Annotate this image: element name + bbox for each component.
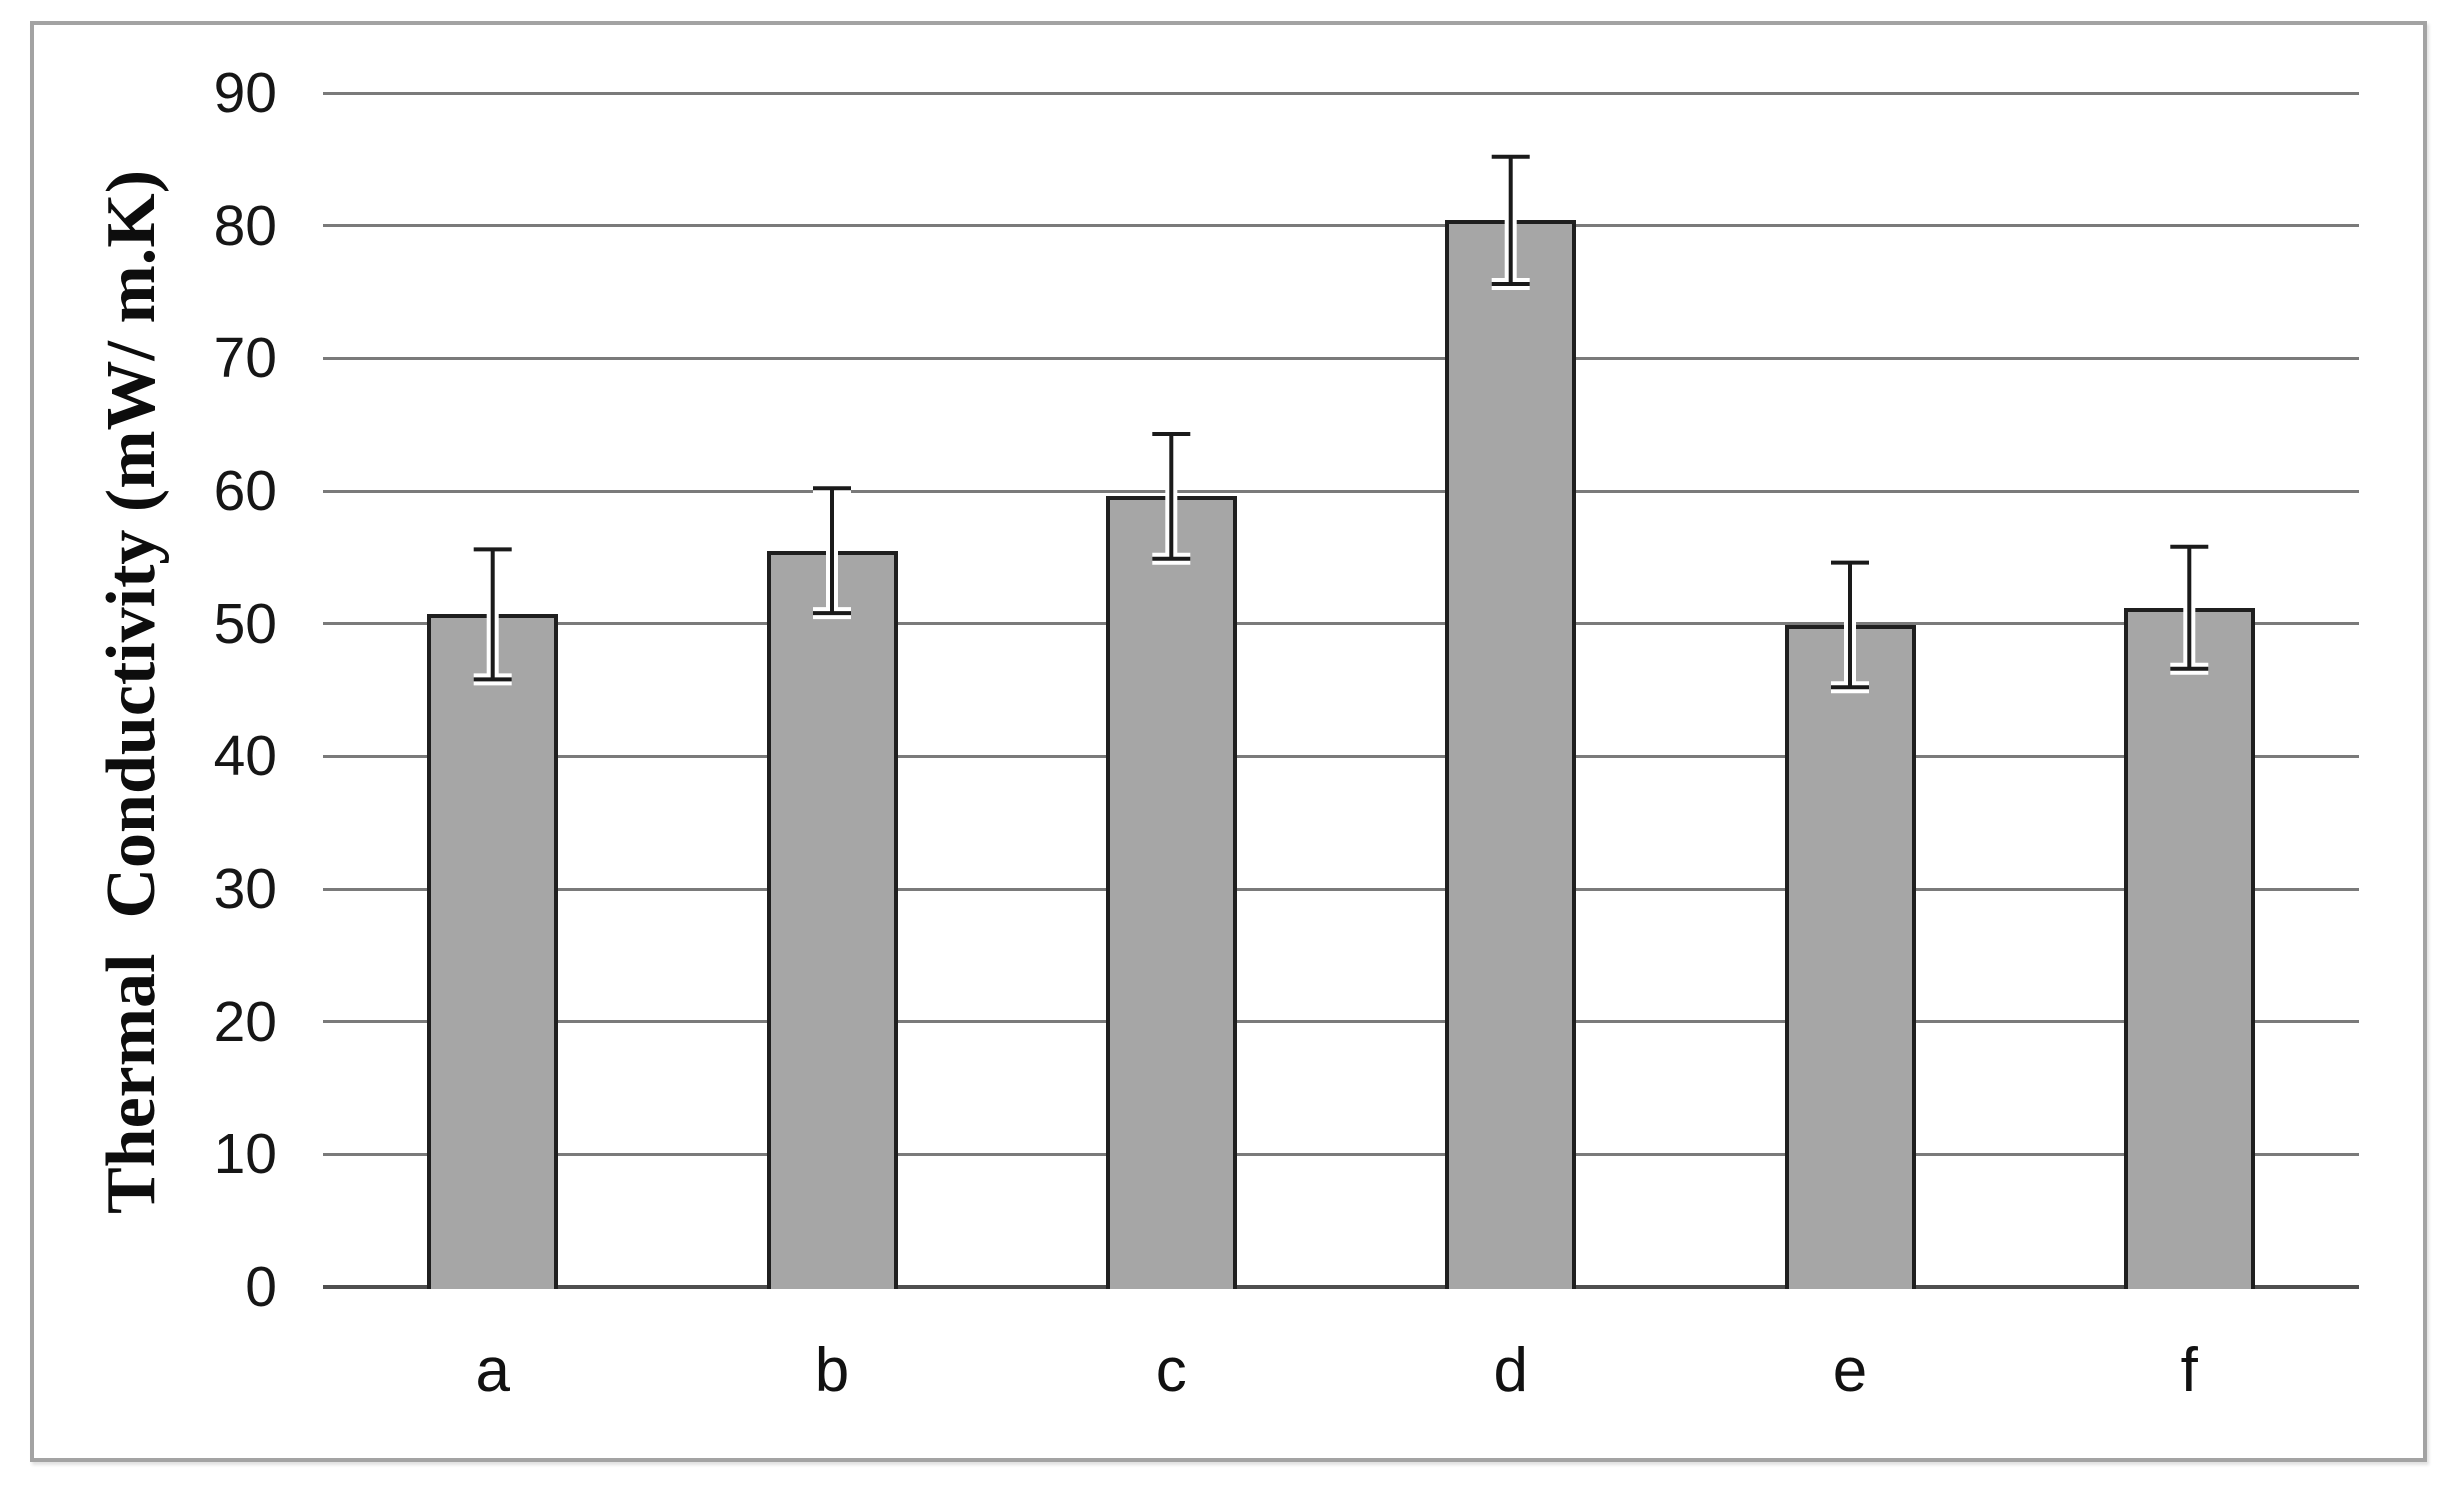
error-bar-f [2170,544,2209,671]
x-category-label-c: c [1155,1336,1187,1405]
y-tick-label-10: 10 [213,1122,277,1187]
x-axis-line [323,1285,2359,1289]
bar-e [1784,625,1916,1289]
gridline-20 [323,1020,2359,1024]
y-tick-label-60: 60 [213,459,277,523]
y-tick-label-90: 90 [213,61,277,125]
gridline-30 [323,887,2359,891]
x-category-label-d: d [1493,1336,1528,1405]
gridline-10 [323,1152,2359,1156]
error-bar-d [1491,154,1530,286]
x-category-label-f: f [2180,1336,2198,1405]
error-bar-a [473,547,512,682]
gridline-50 [323,622,2359,626]
y-tick-label-30: 30 [213,857,277,921]
y-tick-label-50: 50 [213,591,277,656]
x-category-label-b: b [814,1336,850,1405]
y-tick-label-40: 40 [213,724,277,789]
error-bar-c [1152,432,1191,561]
gridline-80 [323,224,2359,228]
error-bar-e [1831,560,1869,690]
y-tick-label-80: 80 [213,193,277,258]
bar-c [1105,496,1237,1289]
x-category-label-a: a [475,1336,510,1405]
y-tick-label-20: 20 [213,989,277,1054]
error-bar-b [813,486,851,616]
bar-f [2123,607,2255,1289]
y-tick-label-70: 70 [213,326,277,391]
gridline-40 [323,754,2359,758]
gridline-90 [323,91,2359,95]
x-category-label-e: e [1832,1336,1868,1405]
bar-d [1445,220,1577,1289]
gridline-60 [323,489,2359,493]
bar-b [766,550,898,1289]
y-tick-label-0: 0 [245,1255,277,1319]
gridline-70 [323,356,2359,360]
